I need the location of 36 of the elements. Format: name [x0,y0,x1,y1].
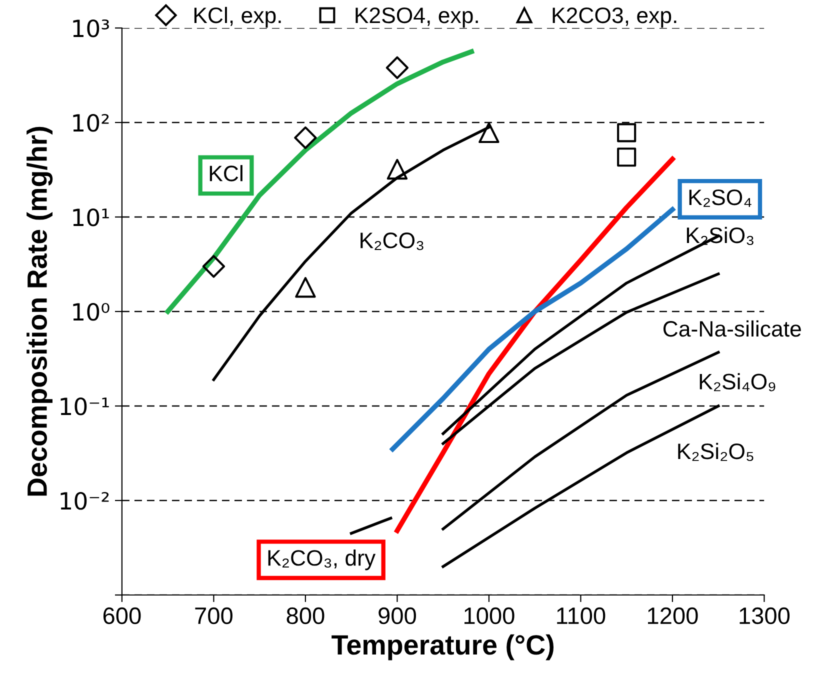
point [617,123,636,142]
annotation: Ca-Na-silicate [663,320,801,337]
legend-label: K2SO4, exp. [356,7,478,28]
point [294,126,317,150]
point [202,255,226,278]
point [478,122,500,144]
x-tick-label: 1100 [557,607,606,624]
annotation: KCl [210,165,242,182]
x-tick-label: 1300 [740,607,790,624]
x-axis-title: Temperature (°C) [332,634,554,660]
y-tick-label: 10³ [73,19,109,38]
y-tick-label: 10⁻² [60,492,109,510]
x-tick-label: 1000 [464,607,514,624]
y-tick-label: 10⁰ [73,302,110,321]
x-tick-label: 700 [195,607,232,624]
x-tick-label: 800 [286,607,324,624]
annotation: K₂SiO₃ [686,226,754,245]
annotation: K₂CO₃, dry [268,549,376,570]
annotation: K₂SO₄ [689,189,752,207]
y-tick-label: 10⁻¹ [60,397,109,416]
legend-label: KCl, exp. [194,6,281,28]
annotation: K₂Si₄O₉ [700,373,776,392]
point [295,277,316,298]
y-axis-title: Decomposition Rate (mg/hr) [26,126,53,496]
legend-label: K2CO3, exp. [552,7,676,28]
point [386,158,408,180]
y-tick-label: 10² [73,114,109,132]
point [617,148,636,167]
point [386,56,409,80]
y-tick-label: 10¹ [73,208,109,226]
line-series [165,49,474,314]
annotation: K₂CO₃ [360,232,424,250]
annotation: K₂Si₂O₅ [678,442,754,462]
x-tick-label: 1200 [648,607,698,624]
x-tick-label: 600 [103,607,141,624]
x-tick-label: 900 [378,607,416,624]
